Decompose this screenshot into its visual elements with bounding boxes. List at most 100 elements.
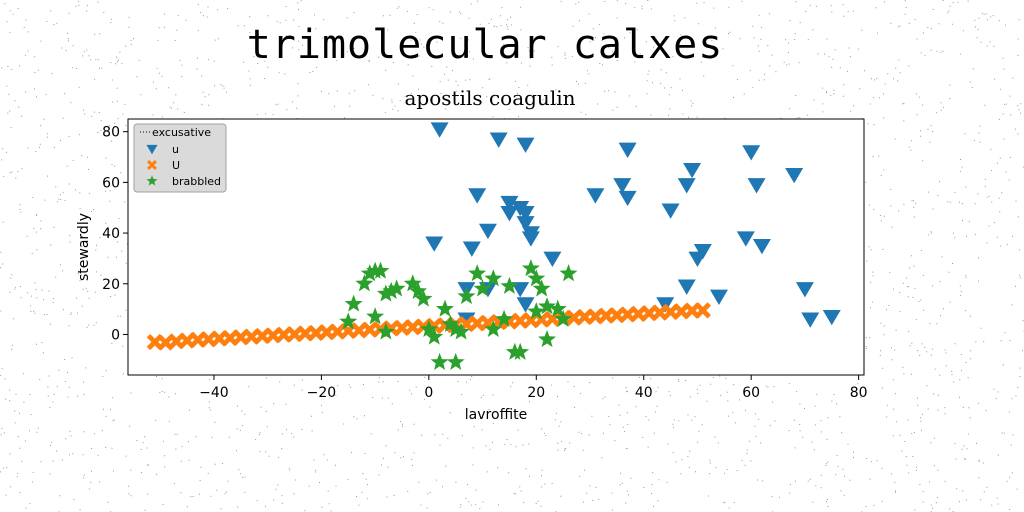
series-0-point-35 [709, 289, 728, 305]
x-tick-label: 20 [527, 385, 545, 401]
series-0-point-2 [516, 137, 535, 153]
series-2-point-24 [495, 309, 514, 327]
series-0-point-36 [516, 297, 535, 313]
series-0-point-5 [683, 162, 702, 179]
series-0-point-23 [736, 231, 755, 247]
series-2-point-10 [376, 284, 395, 302]
series-0-point-21 [425, 236, 444, 252]
series-0-point-16 [516, 206, 535, 222]
series-0-point-11 [618, 190, 637, 207]
y-tick-label: 40 [102, 226, 120, 242]
series-2-point-38 [430, 352, 449, 370]
series-2-point-33 [548, 299, 567, 317]
legend-label-2: brabbled [172, 175, 221, 188]
series-2-point-34 [554, 309, 573, 327]
series-0-point-30 [511, 282, 530, 298]
series-0-point-3 [618, 142, 637, 158]
series-0-point-31 [677, 279, 696, 295]
series-0-point-7 [747, 178, 766, 194]
y-tick-label: 60 [102, 175, 120, 191]
series-2-point-9 [344, 294, 363, 312]
series-2 [339, 259, 578, 370]
x-tick-label: 40 [635, 385, 653, 401]
y-tick-label: 0 [111, 327, 120, 343]
y-tick-label: 80 [102, 125, 120, 141]
y-axis-label: stewardly [76, 213, 92, 281]
x-tick-label: 60 [742, 385, 760, 401]
series-0-point-37 [801, 312, 820, 328]
series-2-point-20 [457, 286, 476, 305]
series-2-point-32 [538, 297, 557, 315]
series-0-point-33 [795, 282, 814, 298]
series-1-point-51 [694, 302, 711, 319]
series-2-point-2 [371, 261, 390, 279]
legend-title: excusative [152, 126, 211, 139]
series-2-point-0 [360, 264, 379, 282]
x-tick-label: 80 [850, 385, 868, 401]
series-0-point-17 [516, 216, 535, 232]
series-0-point-0 [430, 122, 449, 138]
series-2-point-27 [511, 342, 530, 360]
series-0-point-15 [500, 206, 519, 222]
series-2-point-11 [366, 307, 385, 325]
series-2-point-12 [339, 312, 358, 330]
y-axis-ticks: 0 20 40 60 80 [102, 125, 128, 343]
series-0-point-19 [521, 231, 540, 247]
y-tick-label: 20 [102, 277, 120, 293]
series-0-point-20 [478, 223, 497, 240]
x-axis-ticks: −40 −20 0 20 40 60 80 [199, 375, 868, 401]
x-tick-label: −20 [307, 385, 337, 401]
series-2-point-15 [425, 327, 444, 345]
series-2-point-5 [387, 279, 406, 297]
legend-label-0: u [172, 143, 179, 156]
series-2-point-30 [532, 279, 551, 297]
series-0-point-28 [661, 203, 680, 219]
series-2-point-36 [538, 330, 557, 348]
series-2-point-29 [527, 269, 546, 287]
series-2-point-22 [473, 279, 492, 297]
series-0-point-27 [543, 251, 562, 267]
legend-label-1: U [172, 159, 180, 172]
series-0-point-12 [468, 188, 487, 204]
series-2-point-4 [382, 281, 401, 299]
series-0-point-38 [822, 309, 841, 326]
series-0-point-13 [500, 195, 519, 212]
series-0-point-10 [586, 188, 605, 204]
series-2-point-19 [452, 322, 471, 340]
series-2-point-6 [403, 274, 422, 292]
series-2-point-18 [446, 319, 465, 338]
series-2-point-3 [355, 274, 374, 292]
series-2-point-35 [559, 264, 578, 282]
series-2-point-17 [441, 314, 460, 332]
series-2-point-23 [484, 269, 503, 287]
x-tick-label: −40 [199, 385, 229, 401]
series-2-point-21 [468, 264, 487, 282]
x-tick-label: 0 [424, 385, 433, 401]
series-2-point-14 [419, 319, 438, 338]
chart-subtitle: apostils coagulin [404, 86, 576, 110]
series-2-point-37 [484, 319, 503, 338]
series-0-point-8 [677, 178, 696, 194]
series-0-point-22 [462, 241, 481, 257]
x-axis-label: lavroffite [465, 407, 527, 423]
legend-marker-1 [147, 160, 157, 170]
series-0-point-1 [489, 132, 508, 148]
legend-marker-0 [146, 144, 158, 155]
series-0-point-26 [688, 251, 707, 267]
legend-marker-2 [146, 175, 158, 186]
series-2-point-16 [435, 299, 454, 317]
series-2-point-13 [376, 322, 395, 340]
series-0-point-9 [613, 178, 632, 194]
series-2-point-31 [527, 302, 546, 320]
series-0-point-4 [742, 145, 761, 161]
series-0-point-24 [752, 238, 771, 255]
series-0-point-6 [785, 168, 804, 184]
series-2-point-25 [500, 276, 519, 294]
series-2-point-39 [446, 352, 465, 370]
series-0 [425, 122, 841, 328]
series-2-point-7 [409, 281, 428, 299]
legend-box [133, 123, 227, 193]
chart-marks [146, 122, 841, 370]
